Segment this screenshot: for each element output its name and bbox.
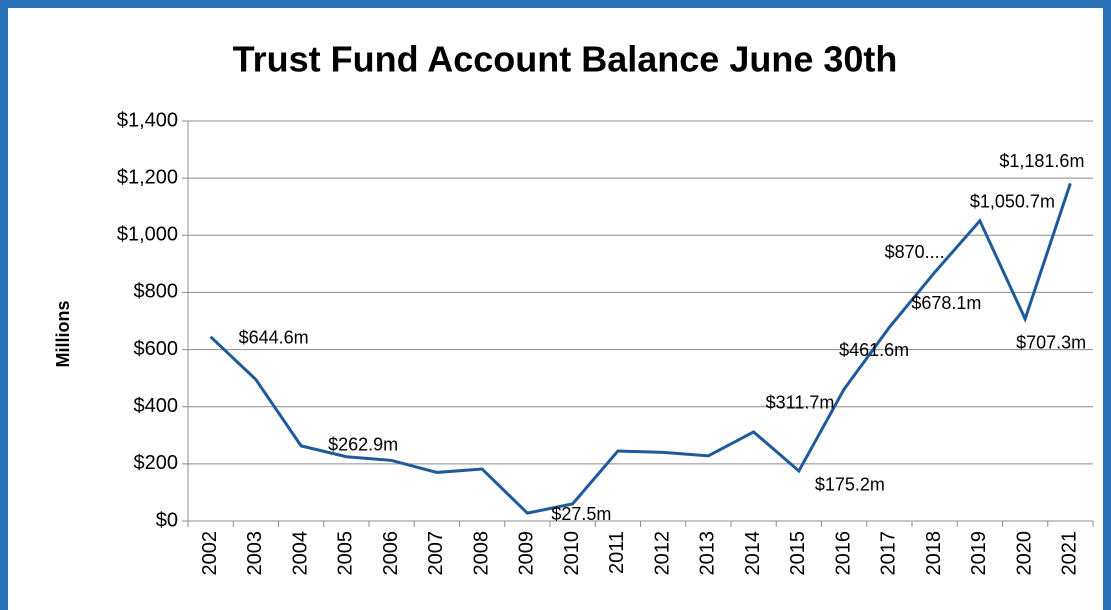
x-tick-label: 2011	[606, 531, 628, 574]
y-tick-label: $200	[134, 452, 179, 474]
x-tick-label: 2015	[787, 531, 809, 576]
x-tick-label: 2002	[199, 531, 221, 576]
x-tick-label: 2020	[1013, 531, 1035, 576]
x-tick-label: 2012	[651, 531, 673, 576]
y-tick-label: $600	[134, 338, 179, 360]
x-tick-label: 2003	[244, 531, 266, 576]
data-label: $678.1m	[911, 293, 981, 313]
data-label: $175.2m	[815, 475, 885, 495]
data-label: $1,181.6m	[999, 151, 1084, 171]
data-label: $1,050.7m	[970, 192, 1055, 212]
x-tick-label: 2008	[470, 531, 492, 576]
x-tick-label: 2014	[742, 531, 764, 576]
data-label: $262.9m	[328, 435, 398, 455]
y-tick-label: $1,000	[117, 224, 178, 246]
x-tick-label: 2016	[832, 531, 854, 576]
x-tick-label: 2018	[923, 531, 945, 576]
chart: Trust Fund Account Balance June 30th Mil…	[53, 39, 1094, 576]
data-label: $707.3m	[1016, 333, 1086, 353]
data-label: $311.7m	[766, 393, 835, 413]
y-tick-label: $0	[156, 509, 178, 531]
x-tick-label: 2019	[968, 531, 990, 576]
x-tick-label: 2013	[697, 531, 719, 576]
data-label: $27.5m	[551, 504, 611, 524]
y-tick-label: $800	[134, 281, 179, 303]
x-tick-label: 2004	[289, 531, 311, 576]
data-label: $461.6m	[839, 340, 909, 360]
y-tick-label: $400	[134, 395, 179, 417]
chart-title: Trust Fund Account Balance June 30th	[233, 39, 898, 80]
data-label: $644.6m	[239, 328, 309, 348]
x-tick-label: 2009	[516, 531, 538, 576]
x-tick-label: 2010	[561, 531, 583, 576]
line	[209, 182, 1072, 515]
x-tick-label: 2007	[425, 531, 447, 576]
y-axis-title: Millions	[53, 301, 73, 368]
y-tick-label: $1,400	[117, 109, 178, 131]
x-tick-label: 2021	[1059, 531, 1081, 576]
x-tick-label: 2006	[380, 531, 402, 576]
y-tick-label: $1,200	[117, 166, 178, 188]
data-label: $870....	[885, 242, 945, 262]
x-tick-label: 2005	[335, 531, 357, 576]
x-tick-label: 2017	[878, 531, 900, 576]
